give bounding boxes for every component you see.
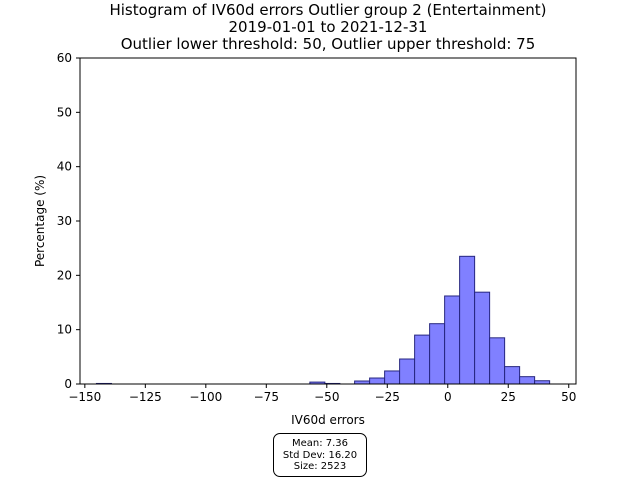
chart-title-line-1: Histogram of IV60d errors Outlier group …	[109, 1, 546, 19]
histogram-bar	[369, 377, 386, 385]
histogram-bar	[429, 323, 446, 385]
x-tick-label: −25	[375, 390, 400, 404]
y-tick-label: 50	[57, 105, 72, 119]
bars-group	[95, 255, 551, 385]
x-tick-label: −150	[68, 390, 101, 404]
stats-mean: Mean: 7.36	[291, 438, 349, 449]
histogram-bar	[459, 255, 476, 385]
x-tick-label: −125	[129, 390, 162, 404]
histogram-bar	[474, 291, 491, 385]
histogram-bar	[444, 295, 461, 385]
plot-frame	[79, 57, 577, 385]
y-tick-label: 30	[57, 214, 72, 228]
stats-size: Size: 2523	[293, 461, 347, 472]
stats-box: Mean: 7.36 Std Dev: 16.20 Size: 2523	[273, 433, 367, 477]
x-tick-label: 50	[561, 390, 576, 404]
histogram-bar	[384, 370, 401, 385]
histogram-bar	[504, 366, 521, 385]
x-axis-label: IV60d errors	[291, 413, 365, 427]
chart-title-line-3: Outlier lower threshold: 50, Outlier upp…	[121, 35, 536, 53]
y-tick-label: 20	[57, 268, 72, 282]
x-axis: −150 −125 −100 −75 −50 −25 0 25 50	[68, 384, 576, 404]
y-axis-label: Percentage (%)	[33, 175, 47, 267]
x-tick-label: 25	[501, 390, 516, 404]
histogram-bar	[489, 337, 506, 385]
x-tick-label: 0	[444, 390, 452, 404]
x-tick-label: −50	[314, 390, 339, 404]
chart-title-line-2: 2019-01-01 to 2021-12-31	[229, 18, 428, 36]
y-tick-label: 60	[57, 51, 72, 65]
x-tick-label: −100	[189, 390, 222, 404]
stats-std-dev: Std Dev: 16.20	[282, 449, 358, 461]
y-tick-label: 40	[57, 160, 72, 174]
histogram-bar	[519, 376, 536, 385]
histogram-bar	[399, 358, 416, 385]
y-axis: 0 10 20 30 40 50 60	[57, 51, 80, 391]
x-tick-label: −75	[254, 390, 279, 404]
histogram-bar	[414, 334, 431, 385]
y-tick-label: 0	[64, 377, 72, 391]
y-tick-label: 10	[57, 323, 72, 337]
